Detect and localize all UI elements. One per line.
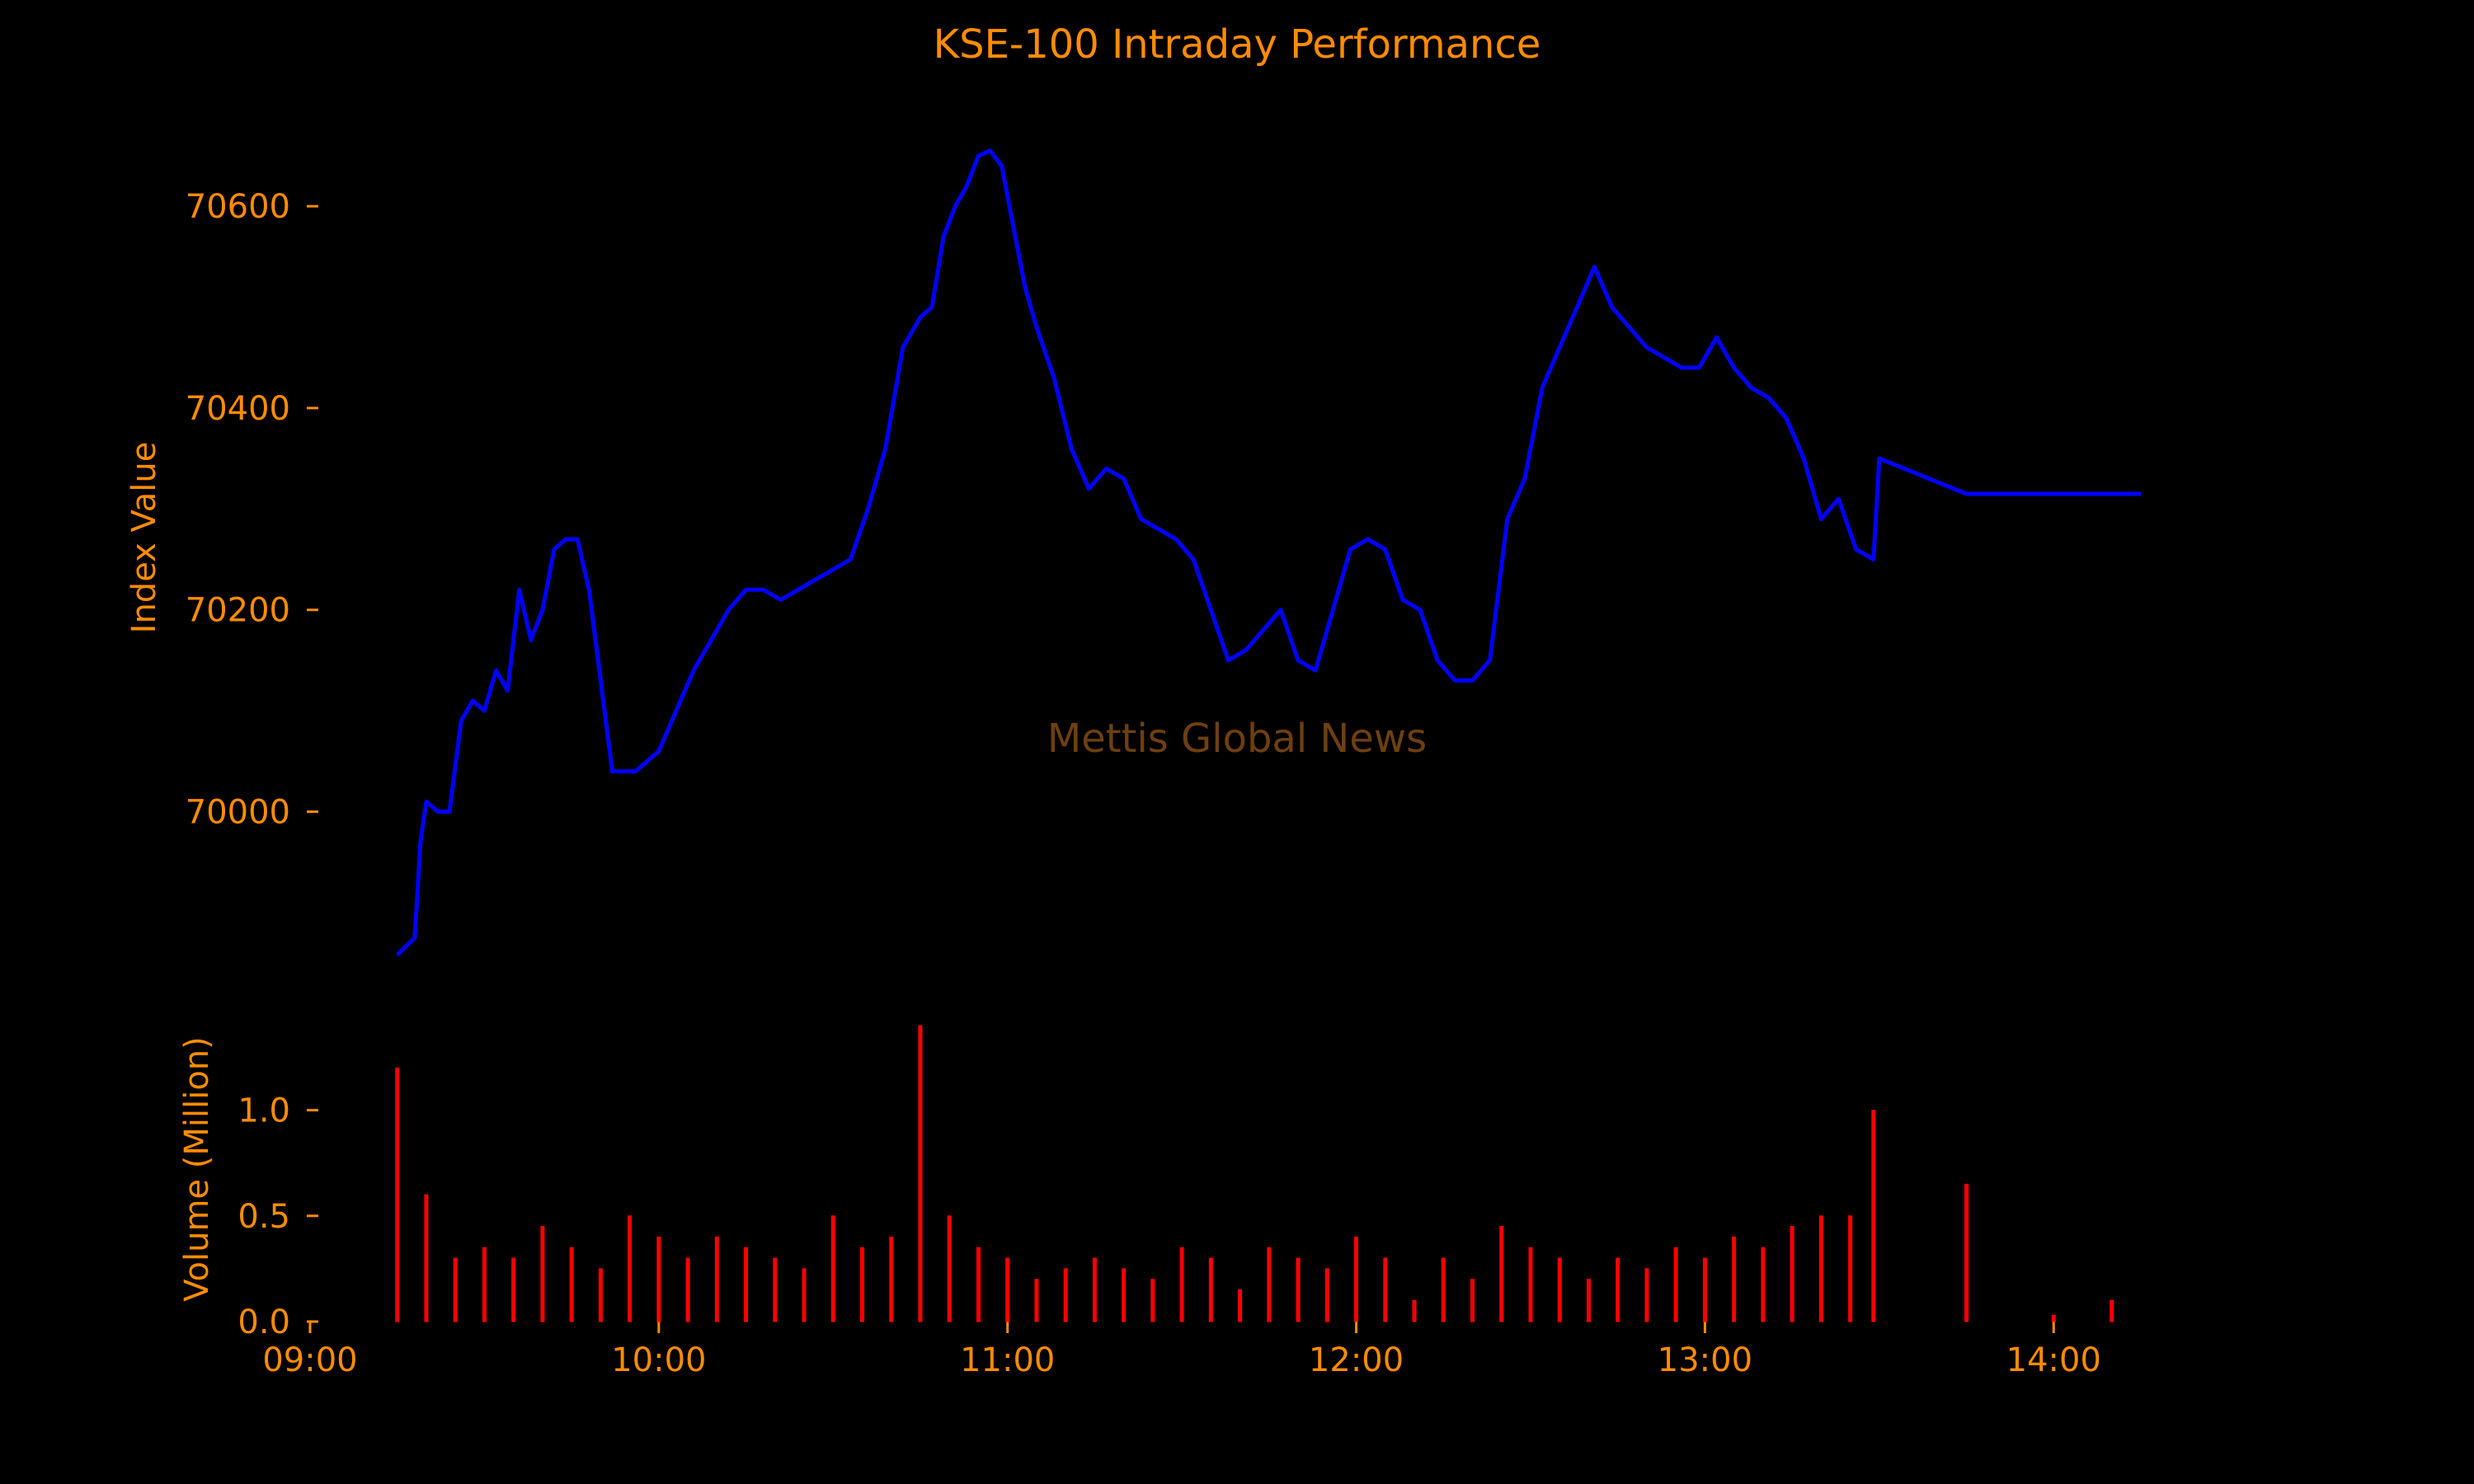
volume-bar [976, 1247, 981, 1322]
volume-bar [1499, 1226, 1504, 1322]
volume-bar [1848, 1215, 1853, 1322]
volume-bar [1179, 1247, 1184, 1322]
volume-bar [1354, 1236, 1359, 1322]
volume-bars [395, 1025, 2114, 1322]
watermark: Mettis Global News [1047, 716, 1427, 762]
price-y-tick-label: 70000 [186, 794, 290, 832]
volume-bar [1063, 1268, 1068, 1322]
volume-bar [1702, 1257, 1707, 1322]
x-tick-label: 10:00 [611, 1341, 706, 1379]
volume-bar [1150, 1279, 1155, 1322]
volume-bar [628, 1215, 633, 1322]
volume-bar [482, 1247, 487, 1322]
volume-bar [540, 1226, 545, 1322]
volume-bar [685, 1257, 690, 1322]
volume-bar [1122, 1268, 1126, 1322]
price-y-axis-label: Index Value [125, 442, 163, 634]
price-y-tick-label: 70400 [186, 390, 290, 428]
volume-bar [947, 1215, 952, 1322]
volume-bar [598, 1268, 603, 1322]
volume-bar [1964, 1183, 1969, 1322]
volume-bar [1383, 1257, 1388, 1322]
volume-bar [1238, 1289, 1243, 1322]
price-series [395, 148, 2141, 957]
volume-bar [744, 1247, 749, 1322]
volume-bar [1296, 1257, 1300, 1322]
volume-bar [830, 1215, 835, 1322]
volume-bar [1790, 1226, 1794, 1322]
volume-bar [1005, 1257, 1010, 1322]
volume-y-axis: 0.0 0.5 1.0 [238, 1092, 318, 1341]
price-line [395, 148, 2141, 957]
volume-bar [1528, 1247, 1533, 1322]
volume-bar [1732, 1236, 1737, 1322]
price-y-tick-label: 70600 [186, 188, 290, 226]
volume-bar [1092, 1257, 1097, 1322]
x-tick-label: 13:00 [1658, 1341, 1752, 1379]
chart-title: KSE-100 Intraday Performance [934, 21, 1541, 68]
volume-bar [1470, 1279, 1475, 1322]
volume-bar [773, 1257, 778, 1322]
volume-bar [2109, 1299, 2114, 1322]
volume-bar [1208, 1257, 1213, 1322]
volume-bar [889, 1236, 894, 1322]
volume-bar [860, 1247, 865, 1322]
x-tick-label: 14:00 [2006, 1341, 2101, 1379]
price-y-tick-label: 70200 [186, 592, 290, 630]
volume-bar [1324, 1268, 1329, 1322]
volume-y-tick-label: 0.5 [238, 1198, 290, 1236]
volume-bar [1761, 1247, 1766, 1322]
price-y-axis: 70000 70200 70400 70600 [186, 188, 318, 832]
volume-bar [569, 1247, 574, 1322]
volume-bar [918, 1025, 923, 1322]
volume-bar [2051, 1314, 2056, 1322]
x-tick-label: 12:00 [1309, 1341, 1404, 1379]
volume-bar [453, 1257, 458, 1322]
x-axis: 09:00 10:00 11:00 12:00 13:00 14:00 [262, 1322, 2101, 1379]
volume-bar [1818, 1215, 1823, 1322]
volume-bar [802, 1268, 807, 1322]
volume-bar [1871, 1110, 1876, 1322]
volume-bar [1034, 1279, 1039, 1322]
volume-bar [511, 1257, 516, 1322]
volume-bar [1267, 1247, 1272, 1322]
x-tick-label: 09:00 [262, 1341, 357, 1379]
volume-bar [1673, 1247, 1678, 1322]
volume-bar [1557, 1257, 1562, 1322]
volume-bar [714, 1236, 719, 1322]
volume-bar [1441, 1257, 1446, 1322]
volume-bar [424, 1194, 429, 1322]
volume-bar [1412, 1299, 1417, 1322]
volume-bar [656, 1236, 661, 1322]
volume-y-tick-label: 0.0 [238, 1303, 290, 1341]
volume-bar [1644, 1268, 1649, 1322]
volume-bar [1616, 1257, 1620, 1322]
volume-bar [1586, 1279, 1591, 1322]
x-tick-label: 11:00 [960, 1341, 1055, 1379]
volume-y-axis-label: Volume (Million) [178, 1036, 216, 1301]
volume-y-tick-label: 1.0 [238, 1092, 290, 1130]
volume-bar [395, 1067, 400, 1322]
